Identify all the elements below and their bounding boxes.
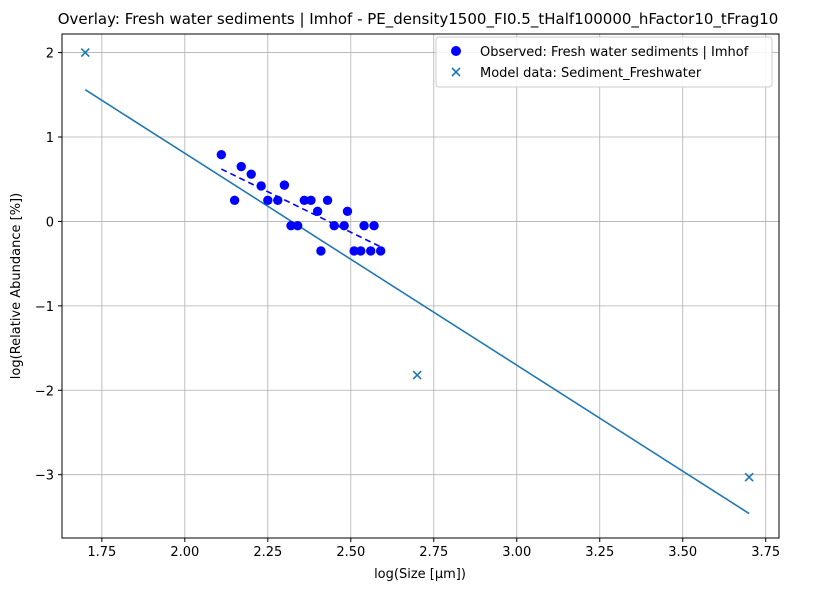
y-tick-label: −3	[35, 469, 54, 484]
observed-point	[339, 220, 349, 231]
model-point	[744, 472, 754, 482]
observed-point	[286, 220, 296, 231]
observed-point	[359, 220, 369, 231]
x-tick-label: 3.00	[502, 545, 531, 560]
x-tick-label: 2.00	[170, 545, 199, 560]
observed-point	[279, 180, 290, 190]
legend-box	[435, 36, 773, 88]
observed-point	[273, 195, 283, 206]
grid	[62, 34, 779, 538]
chart-title: Overlay: Fresh water sediments | Imhof -…	[58, 10, 779, 29]
observed-point	[236, 161, 246, 172]
x-tick-label: 3.50	[668, 545, 697, 560]
observed-point	[246, 169, 256, 179]
x-tick-label: 2.75	[419, 545, 448, 560]
y-tick-label: 2	[46, 47, 54, 62]
observed-fit-line	[220, 168, 385, 250]
legend-model-marker	[451, 67, 461, 77]
y-tick-label: 0	[46, 215, 54, 230]
observed-point	[366, 246, 376, 256]
axis-ticks: 1.75 2.00 2.25 2.50 2.75 3.00 3.25 3.50 3.75 2 1 0 −…	[35, 47, 780, 560]
observed-point	[322, 195, 333, 206]
observed-point	[292, 220, 303, 231]
model-point	[412, 370, 422, 380]
y-tick-label: −1	[35, 300, 54, 315]
observed-point	[216, 150, 227, 160]
x-tick-label: 2.25	[253, 545, 282, 560]
legend-model-label: Model data: Sediment_Freshwater	[480, 66, 702, 81]
observed-point	[329, 220, 339, 231]
observed-point	[375, 246, 386, 256]
x-tick-label: 1.75	[87, 545, 116, 560]
legend: Observed: Fresh water sediments | Imhof …	[435, 36, 773, 88]
plot-data	[80, 48, 754, 515]
observed-point	[306, 195, 316, 206]
observed-point	[299, 195, 310, 206]
observed-point	[263, 195, 273, 206]
observed-point	[356, 246, 366, 256]
x-axis-label: log(Size [µm])	[374, 567, 466, 582]
x-tick-label: 3.75	[751, 545, 780, 560]
plot-area-frame	[61, 33, 780, 539]
model-point	[80, 48, 90, 58]
observed-point	[229, 195, 240, 206]
observed-point	[342, 206, 353, 216]
x-tick-label: 3.25	[585, 545, 614, 560]
legend-observed-marker	[451, 46, 461, 56]
observed-point	[256, 181, 266, 191]
model-fit-line	[84, 89, 750, 515]
y-tick-label: 1	[46, 131, 54, 146]
y-tick-label: −2	[35, 384, 54, 399]
y-axis-label: log(Relative Abundance [%])	[9, 193, 24, 379]
legend-observed-label: Observed: Fresh water sediments | Imhof	[480, 45, 749, 60]
observed-point	[312, 206, 323, 216]
observed-point	[369, 220, 379, 231]
observed-point	[316, 246, 326, 256]
x-tick-label: 2.50	[336, 545, 365, 560]
observed-point	[349, 246, 359, 256]
